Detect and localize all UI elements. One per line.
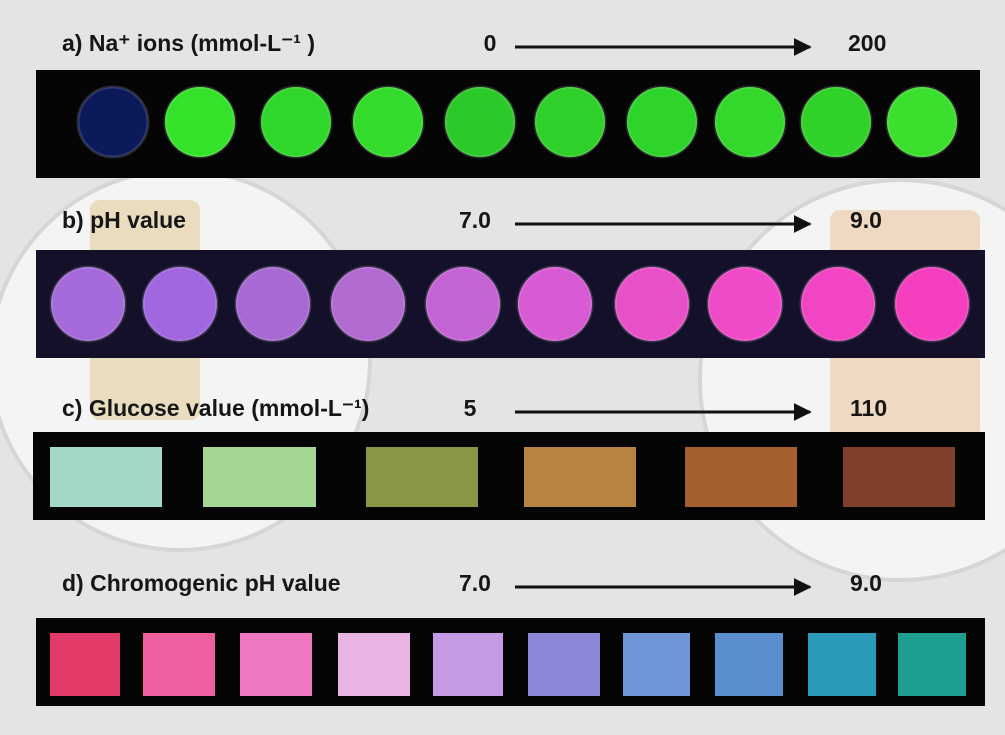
sample-well bbox=[625, 85, 699, 159]
sample-pad bbox=[808, 633, 876, 696]
sample-well bbox=[234, 265, 312, 343]
panel-label: a) Na⁺ ions (mmol-L⁻¹ ) bbox=[62, 30, 315, 56]
panel-label: d) Chromogenic pH value bbox=[62, 570, 341, 596]
sample-well bbox=[76, 85, 150, 159]
panel-label: b) pH value bbox=[62, 207, 186, 233]
sample-well bbox=[259, 85, 333, 159]
sample-well bbox=[713, 85, 787, 159]
sample-well bbox=[533, 85, 607, 159]
sample-pad bbox=[50, 633, 120, 696]
panels: a) Na⁺ ions (mmol-L⁻¹ ) 0 200 b) pH value 7.… bbox=[33, 30, 985, 706]
range-end: 9.0 bbox=[850, 207, 882, 233]
sample-pad bbox=[240, 633, 312, 696]
sample-pad bbox=[898, 633, 966, 696]
sample-pad bbox=[524, 447, 636, 507]
sample-pad bbox=[843, 447, 955, 507]
sample-strip bbox=[33, 432, 985, 520]
sample-well bbox=[49, 265, 127, 343]
sample-pad bbox=[143, 633, 215, 696]
sample-pad bbox=[366, 447, 478, 507]
sample-well bbox=[799, 265, 877, 343]
sample-pad bbox=[338, 633, 410, 696]
sample-well bbox=[329, 265, 407, 343]
sample-pad bbox=[528, 633, 600, 696]
sample-well bbox=[613, 265, 691, 343]
sample-well bbox=[516, 265, 594, 343]
sample-well bbox=[141, 265, 219, 343]
range-end: 9.0 bbox=[850, 570, 882, 596]
range-start: 7.0 bbox=[459, 570, 491, 596]
sample-well bbox=[885, 85, 959, 159]
sample-pad bbox=[685, 447, 797, 507]
sample-well bbox=[443, 85, 517, 159]
sample-pad bbox=[50, 447, 162, 507]
sample-pad bbox=[715, 633, 783, 696]
sample-pad bbox=[203, 447, 316, 507]
sample-pad bbox=[623, 633, 690, 696]
range-start: 7.0 bbox=[459, 207, 491, 233]
panel-label: c) Glucose value (mmol-L⁻¹) bbox=[62, 395, 369, 421]
sample-well bbox=[163, 85, 237, 159]
range-end: 200 bbox=[848, 30, 886, 56]
sample-well bbox=[351, 85, 425, 159]
range-start: 5 bbox=[464, 395, 477, 421]
sample-well bbox=[893, 265, 971, 343]
sample-well bbox=[424, 265, 502, 343]
sample-well bbox=[706, 265, 784, 343]
sample-well bbox=[799, 85, 873, 159]
sample-pad bbox=[433, 633, 503, 696]
range-start: 0 bbox=[484, 30, 497, 56]
range-end: 110 bbox=[850, 395, 887, 421]
